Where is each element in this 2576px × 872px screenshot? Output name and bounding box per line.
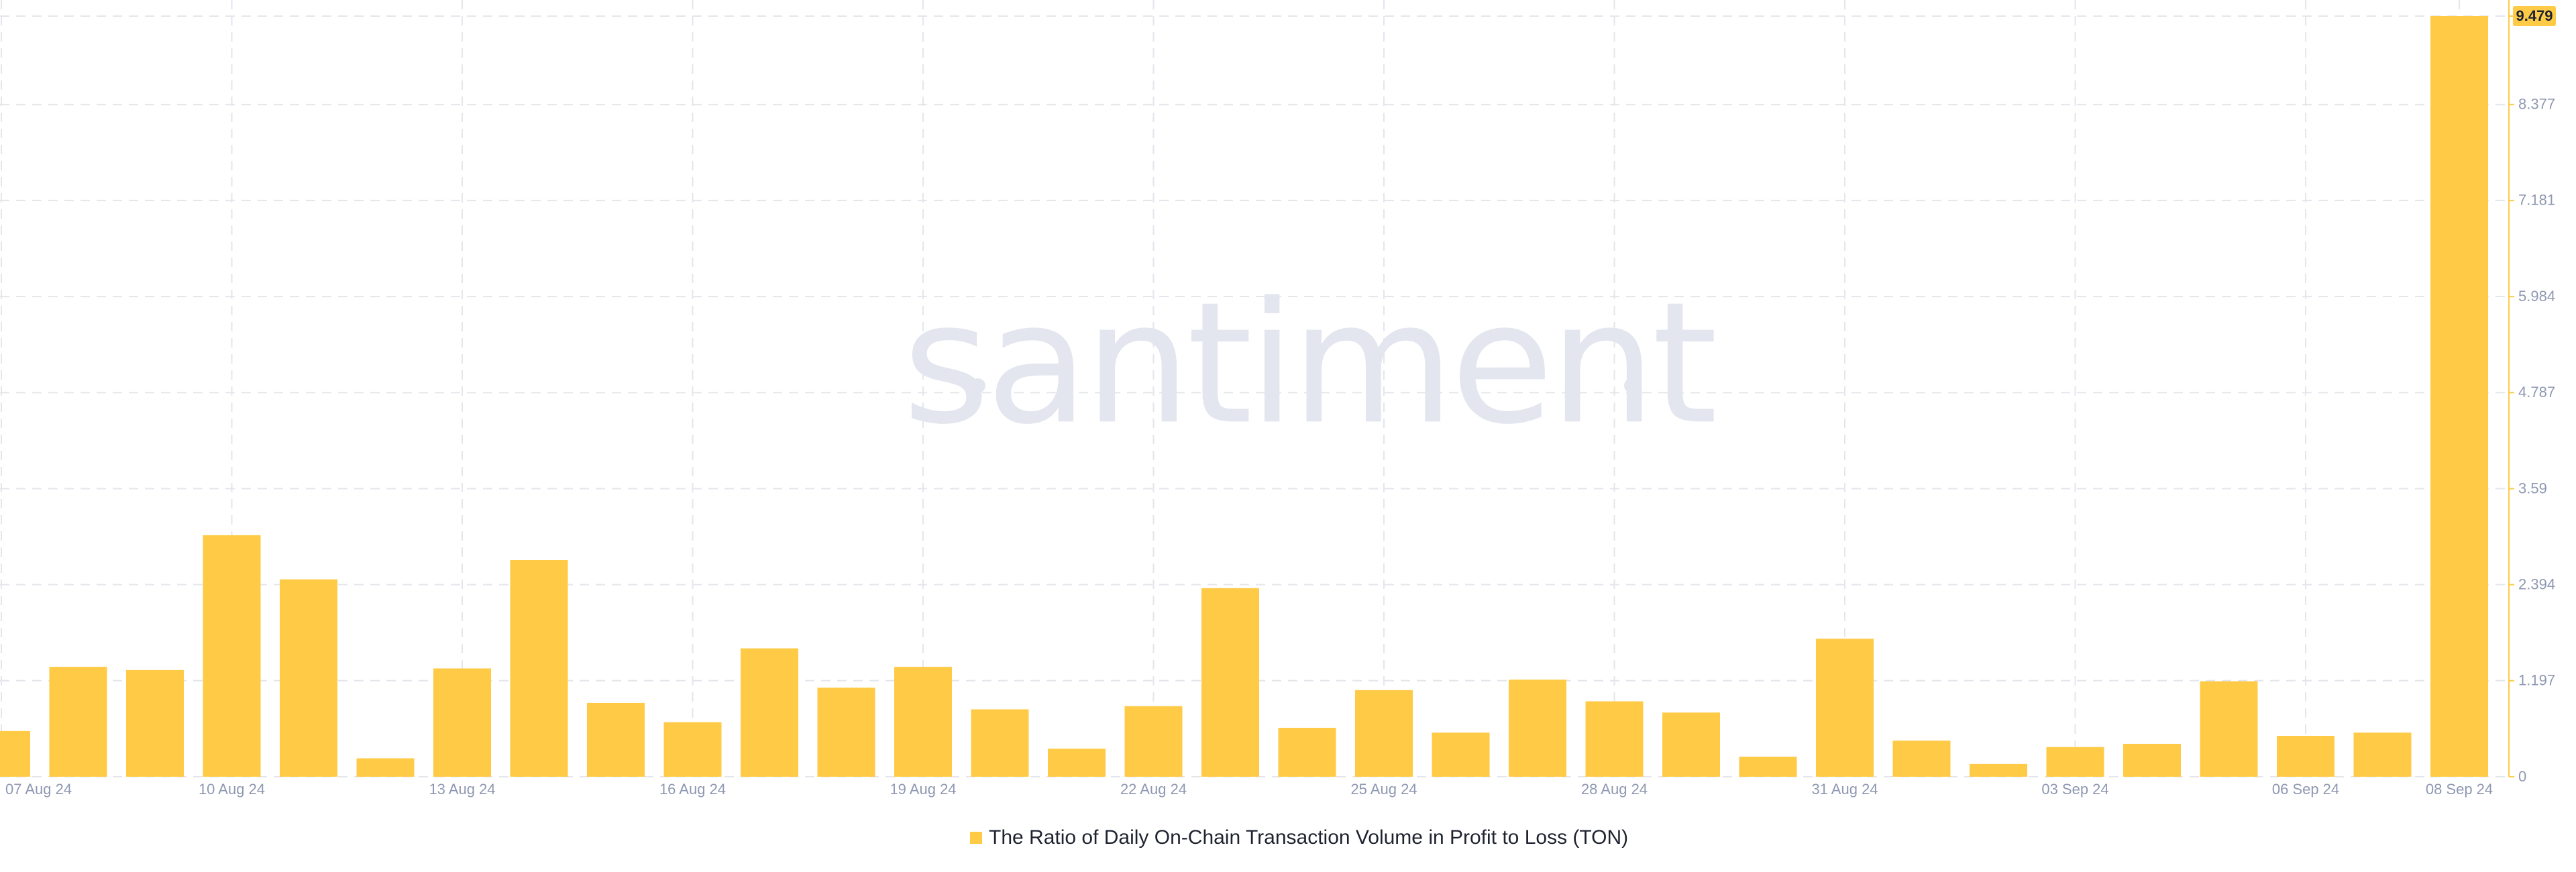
bar bbox=[2200, 681, 2258, 777]
x-tick-label: 10 Aug 24 bbox=[199, 781, 265, 798]
bar bbox=[1355, 690, 1413, 777]
x-tick-label: 13 Aug 24 bbox=[429, 781, 495, 798]
legend-label: The Ratio of Daily On-Chain Transaction … bbox=[989, 826, 1628, 849]
bar bbox=[1509, 679, 1566, 777]
bar bbox=[1970, 763, 2027, 777]
watermark-dot bbox=[971, 378, 985, 393]
bar bbox=[1892, 741, 1951, 777]
bar bbox=[510, 559, 568, 777]
bar bbox=[126, 669, 184, 777]
bar bbox=[1278, 728, 1336, 777]
bar bbox=[356, 758, 415, 777]
bar bbox=[1201, 588, 1259, 777]
x-tick-label: 19 Aug 24 bbox=[890, 781, 956, 798]
bar bbox=[280, 579, 337, 777]
bar bbox=[894, 667, 952, 777]
y-tick-label: 0 bbox=[2518, 768, 2526, 785]
watermark: santiment bbox=[902, 266, 1718, 461]
x-tick-label: 07 Aug 24 bbox=[5, 781, 72, 798]
bar bbox=[1816, 639, 1874, 777]
bar bbox=[2277, 735, 2334, 777]
bar bbox=[2046, 747, 2104, 777]
legend-swatch bbox=[970, 832, 982, 844]
bar bbox=[2353, 732, 2412, 777]
bars bbox=[0, 16, 2488, 777]
y-tick-label: 2.394 bbox=[2518, 576, 2555, 592]
bar bbox=[587, 702, 645, 777]
bar bbox=[2430, 16, 2488, 777]
y-tick-label: 8.377 bbox=[2518, 96, 2555, 113]
x-tick-label: 06 Sep 24 bbox=[2272, 781, 2339, 798]
bar bbox=[1124, 706, 1183, 777]
bar bbox=[1662, 712, 1720, 777]
y-tick-label: 3.59 bbox=[2518, 480, 2547, 496]
bar bbox=[1585, 701, 1644, 777]
x-tick-label: 08 Sep 24 bbox=[2426, 781, 2493, 798]
bar bbox=[433, 668, 491, 777]
bar bbox=[741, 648, 798, 777]
bar bbox=[0, 730, 30, 777]
x-tick-label: 31 Aug 24 bbox=[1811, 781, 1878, 798]
y-tick-label: 9.479 bbox=[2516, 7, 2553, 24]
bar bbox=[1739, 757, 1797, 777]
bar bbox=[1432, 732, 1490, 777]
legend: The Ratio of Daily On-Chain Transaction … bbox=[970, 826, 1628, 849]
x-tick-label: 22 Aug 24 bbox=[1120, 781, 1187, 798]
x-tick-label: 16 Aug 24 bbox=[659, 781, 726, 798]
bar bbox=[1048, 749, 1106, 777]
bar bbox=[49, 667, 107, 777]
bar bbox=[203, 535, 261, 777]
x-tick-label: 25 Aug 24 bbox=[1350, 781, 1417, 798]
y-tick-label: 1.197 bbox=[2518, 672, 2555, 689]
y-tick-label: 5.984 bbox=[2518, 288, 2555, 305]
y-tick-label: 4.787 bbox=[2518, 384, 2555, 400]
axes: 0 1.197 2.394 3.59 4.787 5.984 7.181 8.377 9.479… bbox=[5, 0, 2556, 798]
watermark-text: santiment bbox=[902, 266, 1714, 461]
watermark-dot bbox=[1624, 378, 1639, 393]
x-tick-label: 28 Aug 24 bbox=[1581, 781, 1648, 798]
bar bbox=[2123, 743, 2181, 777]
bar bbox=[663, 722, 722, 777]
bar bbox=[817, 688, 875, 777]
y-tick-label: 7.181 bbox=[2518, 192, 2555, 209]
y-tick-highlight bbox=[2513, 6, 2556, 26]
x-tick-label: 03 Sep 24 bbox=[2041, 781, 2108, 798]
bar bbox=[971, 709, 1029, 777]
